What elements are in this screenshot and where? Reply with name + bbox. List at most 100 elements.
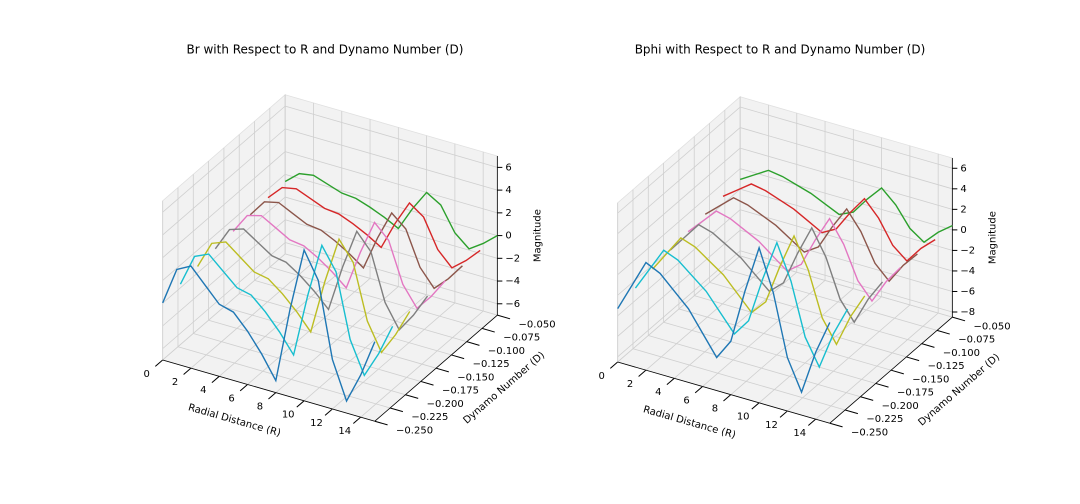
z-tick-label: −4 xyxy=(505,276,520,287)
tick-mark xyxy=(353,416,362,424)
tick-mark xyxy=(723,394,732,402)
series-line xyxy=(179,243,394,377)
series-line xyxy=(739,169,953,244)
grid-line xyxy=(285,242,498,305)
tick-mark xyxy=(420,380,434,386)
z-axis-label: Magnitude xyxy=(532,209,543,262)
tick-mark xyxy=(952,316,966,322)
tick-mark xyxy=(211,375,220,384)
grid-line xyxy=(239,293,452,356)
grid-line xyxy=(740,250,953,313)
y-tick-label: −0.100 xyxy=(488,346,525,357)
tick-mark xyxy=(405,394,419,399)
tick-mark xyxy=(829,422,843,428)
y-tick-label: −0.125 xyxy=(928,361,965,372)
y-tick-label: −0.250 xyxy=(851,427,888,438)
y-tick-label: −0.225 xyxy=(411,412,448,423)
z-tick-label: 2 xyxy=(505,208,511,219)
series-line xyxy=(652,234,866,346)
series-line xyxy=(284,172,498,250)
tick-mark xyxy=(296,400,305,408)
grid-line xyxy=(285,196,498,259)
x-axis xyxy=(162,359,375,422)
tick-mark xyxy=(666,377,675,386)
z-tick-label: −2 xyxy=(505,253,520,264)
grid-line xyxy=(254,280,467,343)
x-tick-label: 12 xyxy=(765,420,778,431)
x-tick-label: 0 xyxy=(599,371,605,382)
tick-mark xyxy=(324,408,333,416)
y-tick-label: −0.075 xyxy=(958,335,995,346)
grid-line xyxy=(177,346,391,409)
z-tick-label: −6 xyxy=(505,299,520,310)
tick-mark xyxy=(435,367,449,373)
tick-mark xyxy=(466,341,480,346)
x-axis-label: Radial Distance (R) xyxy=(187,402,282,439)
x-tick-label: 6 xyxy=(228,393,234,404)
grid-line xyxy=(648,335,861,398)
grid-line xyxy=(193,333,406,396)
tick-mark xyxy=(638,369,647,377)
tick-mark xyxy=(875,382,889,388)
z-tick-label: 4 xyxy=(505,185,511,196)
x-tick-label: 4 xyxy=(655,387,661,398)
grid-line xyxy=(285,253,498,316)
tick-mark xyxy=(183,367,192,375)
grid-line xyxy=(740,147,953,210)
tick-mark xyxy=(154,359,163,367)
series-line xyxy=(687,210,901,303)
x-tick-label: 8 xyxy=(257,401,263,412)
z-tick-label: 4 xyxy=(960,184,966,195)
grid-line xyxy=(740,255,953,318)
grid-line xyxy=(632,348,846,411)
grid-line xyxy=(285,105,498,168)
series-line xyxy=(162,247,376,403)
grid-line xyxy=(740,188,953,251)
tick-mark xyxy=(860,396,874,401)
tick-mark xyxy=(751,402,760,410)
x-tick-label: 14 xyxy=(338,426,351,437)
grid-line xyxy=(285,151,498,214)
grid-line xyxy=(617,168,741,276)
grid-line xyxy=(740,106,953,169)
grid-line xyxy=(162,196,286,304)
tick-mark xyxy=(481,327,495,333)
grid-line xyxy=(740,209,953,272)
x-axis-label: Radial Distance (R) xyxy=(642,404,737,441)
grid-line xyxy=(724,268,938,331)
x-tick-label: 6 xyxy=(683,395,689,406)
tick-mark xyxy=(808,418,817,426)
grid-line xyxy=(740,229,953,292)
tick-mark xyxy=(890,369,904,375)
x-axis xyxy=(617,361,830,424)
z-tick-label: −6 xyxy=(960,286,975,297)
series-line xyxy=(267,186,481,269)
y-tick-label: −0.250 xyxy=(396,425,433,436)
grid-line xyxy=(740,168,953,231)
series-line xyxy=(634,240,849,369)
tick-mark xyxy=(779,410,788,418)
z-tick-label: 0 xyxy=(505,231,511,242)
tick-mark xyxy=(694,386,703,394)
series-line xyxy=(232,214,446,310)
grid-line xyxy=(678,308,892,371)
z-tick-label: 0 xyxy=(960,225,966,236)
tick-mark xyxy=(921,343,935,348)
grid-line xyxy=(285,173,498,236)
x-tick-label: 10 xyxy=(282,410,295,421)
x-tick-label: 4 xyxy=(200,385,206,396)
grid-line xyxy=(740,127,953,190)
x-tick-label: 8 xyxy=(712,403,718,414)
grid-line xyxy=(617,127,741,234)
grid-line xyxy=(208,319,421,382)
z-tick-label: −8 xyxy=(960,307,975,318)
grid-line xyxy=(162,128,286,236)
grid-line xyxy=(223,306,437,369)
grid-line xyxy=(285,128,498,191)
x-tick-label: 0 xyxy=(144,369,150,380)
grid-line xyxy=(617,147,741,255)
y-tick-label: −0.175 xyxy=(442,386,479,397)
grid-line xyxy=(694,295,907,358)
grid-line xyxy=(617,106,741,214)
